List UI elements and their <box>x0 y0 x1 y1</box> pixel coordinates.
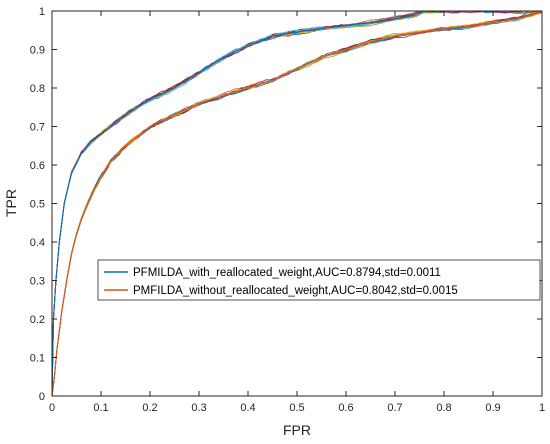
x-tick-label: 0.5 <box>289 402 304 414</box>
legend-box <box>97 259 541 301</box>
x-axis-label: FPR <box>283 422 311 438</box>
y-axis-label: TPR <box>3 189 19 217</box>
series-line-1 <box>51 10 543 397</box>
y-tick-label: 0.7 <box>30 122 45 134</box>
series-line-0 <box>51 10 542 397</box>
x-tick-label: 0.2 <box>142 402 157 414</box>
x-tick-label: 0.8 <box>436 402 451 414</box>
roc-curves <box>51 10 543 397</box>
y-tick-label: 1 <box>39 6 45 18</box>
y-tick-label: 0.5 <box>30 199 45 211</box>
x-tick-label: 0.6 <box>338 402 353 414</box>
x-tick-label: 0.9 <box>485 402 500 414</box>
x-tick-label: 0.4 <box>240 402 255 414</box>
y-tick-label: 0.3 <box>30 276 45 288</box>
legend-entry-without-weight: PMFILDA_without_reallocated_weight,AUC=0… <box>133 285 458 297</box>
x-axis-ticks: 0 0.1 0.2 0.3 0.4 0.5 0.6 0.7 0.8 0.9 1 <box>49 11 545 414</box>
x-tick-label: 0 <box>49 402 55 414</box>
y-tick-label: 0 <box>39 391 45 403</box>
legend: PFMILDA_with_reallocated_weight,AUC=0.87… <box>97 259 541 301</box>
y-tick-label: 0.2 <box>30 314 45 326</box>
y-axis-ticks: 0 0.1 0.2 0.3 0.4 0.5 0.6 0.7 0.8 0.9 1 <box>30 6 542 403</box>
x-tick-label: 1 <box>539 402 545 414</box>
legend-entry-with-weight: PFMILDA_with_reallocated_weight,AUC=0.87… <box>133 267 441 279</box>
y-tick-label: 0.4 <box>30 237 45 249</box>
y-tick-label: 0.9 <box>30 45 45 57</box>
x-tick-label: 0.3 <box>191 402 206 414</box>
y-tick-label: 0.8 <box>30 83 45 95</box>
x-tick-label: 0.7 <box>387 402 402 414</box>
x-tick-label: 0.1 <box>93 402 108 414</box>
y-tick-label: 0.6 <box>30 160 45 172</box>
y-tick-label: 0.1 <box>30 353 45 365</box>
